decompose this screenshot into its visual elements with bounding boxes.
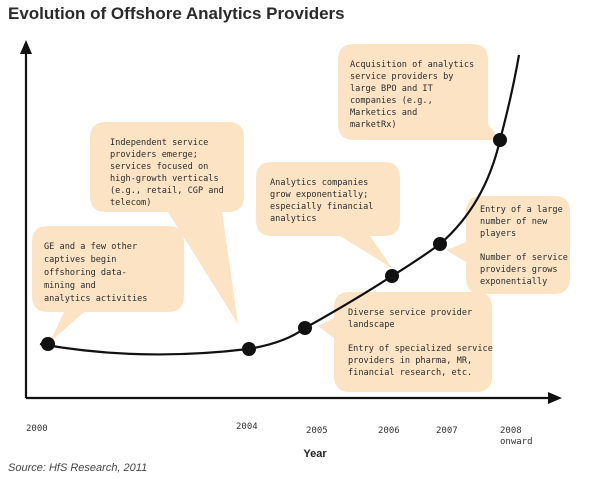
marker-2006 [385, 269, 399, 283]
callout-independent [90, 122, 244, 324]
callout-ge [32, 226, 184, 342]
x-axis-label: Year [303, 448, 327, 460]
text-line: players [480, 229, 516, 239]
milestone-markers [41, 133, 507, 356]
text-line: service providers by [350, 72, 453, 82]
text-line: financial research, etc. [348, 368, 472, 378]
callout-exponential [256, 162, 400, 268]
text-line: Diverse service provider [348, 308, 472, 318]
text-line: 2005 [306, 426, 328, 436]
text-line: analytics activities [44, 294, 147, 304]
callout-text-diverse: Diverse service provider landscape Entry o… [348, 308, 493, 378]
text-line: providers grows [480, 265, 558, 275]
text-line: grow exponentially; [270, 190, 368, 200]
year-label-2007: 2007 [436, 426, 458, 436]
text-line: GE and a few other [44, 242, 137, 252]
year-label-2004: 2004 [236, 422, 258, 432]
text-line: Acquisition of analytics [350, 60, 474, 70]
text-line: marketRx) [350, 120, 397, 130]
diagram-title: Evolution of Offshore Analytics Provider… [8, 4, 345, 23]
text-line: (e.g., retail, CGP and [110, 186, 224, 196]
text-line: mining and [44, 281, 96, 291]
axes [20, 40, 562, 404]
callout-text-acquisition: Acquisition of analytics service provider… [350, 60, 474, 130]
source-note: Source: HfS Research, 2011 [8, 462, 148, 474]
year-label-2005: 2005 [306, 426, 328, 436]
text-line: Entry of specialized service [348, 344, 493, 354]
marker-2004 [242, 342, 256, 356]
text-line: providers in pharma, MR, [348, 356, 472, 366]
callouts [32, 44, 570, 392]
marker-2007 [433, 237, 447, 251]
text-line: offshoring data- [44, 268, 127, 278]
callout-diverse [318, 292, 492, 392]
marker-2005 [298, 321, 312, 335]
text-line: companies (e.g., [350, 96, 433, 106]
callout-text-exponential: Analytics companies grow exponentially; es… [270, 178, 373, 224]
text-line: Number of service [480, 253, 568, 263]
year-label-2000: 2000 [26, 424, 48, 434]
text-line: Analytics companies [270, 178, 368, 188]
text-line: 2006 [378, 426, 400, 436]
text-line: 2000 [26, 424, 48, 434]
callout-text-new-players: Entry of a large number of new players Numb… [480, 205, 568, 287]
text-line: services focused on [110, 162, 208, 172]
year-label-2006: 2006 [378, 426, 400, 436]
text-line: 2008 [500, 426, 522, 436]
text-line: Entry of a large [480, 205, 563, 215]
text-line: captives begin [44, 255, 116, 265]
x-axis-arrowhead [548, 392, 562, 404]
text-line: especially financial [270, 202, 373, 212]
callout-acquisition [338, 44, 500, 140]
text-line: 2004 [236, 422, 258, 432]
text-line: onward [500, 437, 533, 447]
text-line: analytics [270, 214, 317, 224]
callout-text-ge: GE and a few other captives begin offshori… [44, 242, 147, 304]
marker-2008 [493, 133, 507, 147]
marker-2000 [41, 337, 55, 351]
text-line: Independent service [110, 138, 208, 148]
text-line: high-growth verticals [110, 174, 219, 184]
text-line: exponentially [480, 277, 547, 287]
text-line: number of new [480, 217, 548, 227]
year-label-2008-onward: 2008 onward [500, 426, 533, 447]
text-line: Marketics and [350, 108, 417, 118]
text-line: telecom) [110, 198, 151, 208]
text-line: large BPO and IT [350, 84, 433, 94]
callout-text-independent: Independent service providers emerge; serv… [110, 138, 224, 208]
y-axis-arrowhead [20, 40, 32, 54]
callout-new-players [446, 196, 570, 294]
text-line: 2007 [436, 426, 458, 436]
text-line: providers emerge; [110, 150, 198, 160]
text-line: landscape [348, 320, 395, 330]
